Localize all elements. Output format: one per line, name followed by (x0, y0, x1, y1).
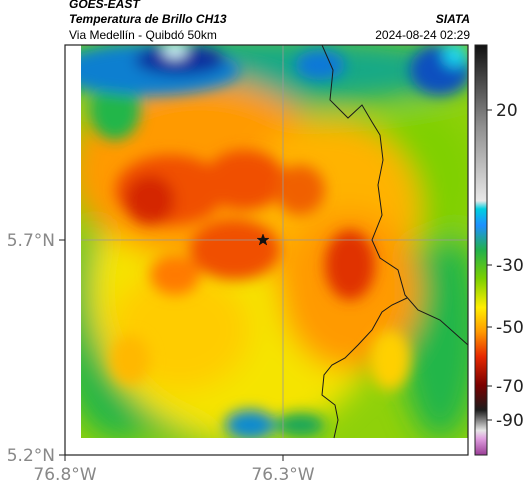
star-icon (256, 233, 270, 246)
product-title: Temperatura de Brillo CH13 (69, 12, 227, 26)
y-tick-label: 5.7°N (7, 231, 55, 251)
satellite-title: GOES-EAST (69, 0, 140, 11)
colorbar-tick-label: -50 (496, 318, 524, 338)
colorbar-tick-label: 20 (496, 101, 518, 121)
border-line (321, 297, 408, 439)
organization-label: SIATA (435, 12, 470, 26)
x-tick-label: 76.8°W (33, 465, 96, 485)
map-frame (64, 44, 469, 456)
y-tick-label: 5.2°N (7, 446, 55, 466)
x-tick-label: 76.3°W (251, 465, 314, 485)
border-line (321, 44, 469, 346)
route-label: Via Medellín - Quibdó 50km (69, 28, 217, 42)
colorbar-tick-label: -30 (496, 256, 524, 276)
brightness-temperature-field (81, 45, 468, 438)
timestamp-label: 2024-08-24 02:29 (375, 28, 470, 42)
colorbar: 20 -30 -50 -70 -90 (474, 44, 524, 456)
colorbar-tick-label: -90 (496, 411, 524, 431)
colorbar-tick-label: -70 (496, 377, 524, 397)
